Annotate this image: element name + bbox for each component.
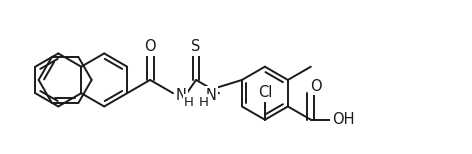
Text: S: S: [191, 39, 201, 54]
Text: H: H: [184, 95, 194, 109]
Text: OH: OH: [332, 112, 354, 127]
Text: Cl: Cl: [258, 85, 272, 100]
Text: N: N: [176, 88, 186, 103]
Text: O: O: [144, 39, 156, 54]
Text: N: N: [206, 88, 217, 103]
Text: O: O: [310, 79, 321, 94]
Text: H: H: [198, 95, 208, 109]
